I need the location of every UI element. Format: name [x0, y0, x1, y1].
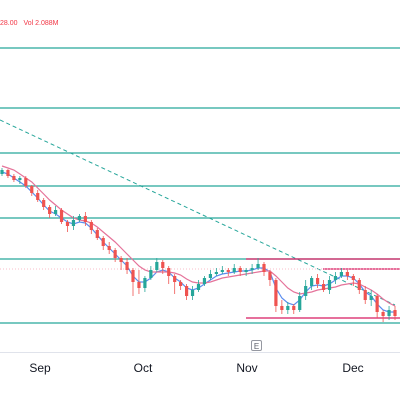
candle-body: [327, 280, 332, 290]
candle-body: [77, 216, 82, 220]
candle-body: [339, 272, 344, 276]
candle-body: [208, 274, 213, 278]
candle-body: [202, 278, 207, 284]
candle-body: [310, 278, 314, 286]
candle-body: [149, 270, 153, 278]
candle-body: [184, 286, 189, 296]
candlesticks: [0, 168, 397, 322]
candle-body: [345, 272, 349, 276]
candle-body: [95, 230, 99, 238]
candle-body: [274, 280, 278, 306]
candle-body: [36, 193, 40, 200]
candle-body: [304, 286, 308, 296]
candle-body: [113, 250, 117, 258]
legend-volume: Vol 2.088M: [23, 20, 59, 27]
candle-body: [321, 284, 326, 290]
candle-body: [375, 296, 379, 312]
candle-body: [137, 282, 141, 288]
candle-body: [143, 278, 147, 288]
candle-body: [196, 284, 201, 290]
candle-body: [42, 200, 46, 207]
candle-body: [393, 310, 397, 316]
candle-body: [232, 268, 236, 272]
candle-body: [24, 178, 28, 186]
x-tick-label: Sep: [29, 361, 51, 375]
legend: 28.00 Vol 2.088M: [0, 20, 63, 27]
x-tick-label: Nov: [236, 361, 258, 375]
trendline-group: [0, 119, 396, 306]
candle-body: [155, 262, 159, 270]
candle-body: [238, 268, 242, 272]
candle-body: [280, 306, 284, 310]
price-chart[interactable]: [0, 0, 400, 352]
candle-body: [286, 306, 290, 310]
candle-body: [83, 216, 87, 222]
candle-body: [71, 220, 76, 226]
dashed-trendline: [0, 119, 396, 306]
candle-body: [48, 207, 52, 214]
candle-body: [256, 264, 260, 268]
candle-body: [250, 268, 254, 270]
candle-body: [190, 290, 195, 296]
x-tick-label: Oct: [133, 361, 153, 375]
candle-body: [298, 296, 302, 310]
candle-body: [173, 276, 177, 282]
candle-body: [0, 170, 4, 174]
candle-body: [351, 276, 355, 280]
candle-body: [101, 238, 105, 246]
price-boxes: [0, 258, 400, 319]
candle-body: [18, 178, 22, 180]
time-axis[interactable]: Sep Oct Nov Dec: [0, 352, 400, 401]
earnings-marker[interactable]: E: [251, 340, 262, 351]
candle-body: [268, 272, 272, 280]
candle-body: [125, 262, 129, 270]
candle-body: [12, 176, 16, 180]
horizontal-levels: [0, 47, 400, 324]
candle-body: [292, 306, 296, 310]
candle-body: [315, 278, 320, 284]
candle-body: [387, 310, 391, 316]
candle-body: [161, 262, 165, 268]
candle-body: [59, 210, 64, 222]
candle-body: [179, 282, 183, 286]
candle-body: [89, 222, 93, 230]
candle-body: [262, 264, 266, 272]
candle-body: [131, 270, 135, 282]
candle-body: [357, 280, 361, 290]
legend-close-value: 28.00: [0, 20, 18, 27]
x-tick-label: Dec: [342, 361, 364, 375]
candle-body: [369, 296, 373, 300]
candle-body: [333, 276, 338, 280]
candle-body: [363, 290, 367, 300]
candle-body: [167, 268, 171, 276]
candle-body: [30, 186, 34, 193]
candle-body: [53, 210, 58, 214]
candle-body: [220, 270, 224, 272]
candle-body: [65, 222, 70, 226]
candle-body: [107, 246, 111, 250]
candle-body: [6, 170, 10, 176]
candle-body: [214, 272, 218, 274]
candle-body: [381, 312, 385, 316]
candle-body: [244, 270, 248, 272]
candle-body: [119, 258, 123, 262]
candle-body: [226, 270, 230, 272]
